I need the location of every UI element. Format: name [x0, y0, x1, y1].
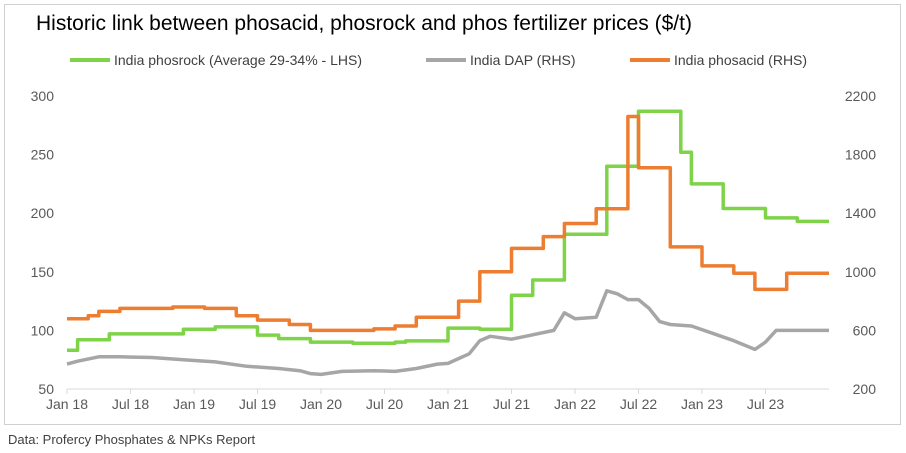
x-tick-label: Jan 20 — [300, 396, 342, 412]
chart-frame — [4, 4, 901, 425]
y-left-tick-label: 100 — [31, 322, 55, 338]
x-tick-label: Jul 19 — [239, 396, 277, 412]
legend-item-phosacid: India phosacid (RHS) — [630, 52, 807, 68]
legend-label-phosrock: India phosrock (Average 29-34% - LHS) — [114, 52, 362, 68]
legend-item-dap: India DAP (RHS) — [426, 52, 576, 68]
x-tick-label: Jan 21 — [427, 396, 469, 412]
y-left-tick-label: 150 — [31, 264, 55, 280]
legend-label-dap: India DAP (RHS) — [470, 52, 576, 68]
legend-swatch-dap — [426, 58, 466, 62]
x-tick-label: Jan 18 — [46, 396, 88, 412]
x-tick-label: Jul 18 — [112, 396, 150, 412]
x-tick-label: Jul 23 — [747, 396, 785, 412]
legend-swatch-phosrock — [70, 58, 110, 62]
series-line-dap — [66, 289, 829, 377]
tick-layer: 50 100 150 200 250 300 200 600 1000 1400 1800 2200 J… — [31, 88, 877, 412]
x-tick-label: Jul 21 — [493, 396, 531, 412]
x-tick-label: Jul 22 — [620, 396, 658, 412]
series-layer — [66, 109, 829, 377]
series-line-phosrock — [67, 109, 829, 353]
x-tick-label: Jan 19 — [173, 396, 215, 412]
x-tick-label: Jan 22 — [554, 396, 596, 412]
chart-title: Historic link between phosacid, phosrock… — [36, 12, 692, 35]
x-tick-label: Jan 23 — [681, 396, 723, 412]
legend-item-phosrock: India phosrock (Average 29-34% - LHS) — [70, 52, 362, 68]
legend-label-phosacid: India phosacid (RHS) — [674, 52, 808, 68]
y-right-tick-label: 600 — [853, 322, 877, 338]
y-left-tick-label: 50 — [38, 381, 54, 397]
axes — [66, 388, 829, 394]
y-left-tick-label: 200 — [31, 205, 55, 221]
y-right-tick-label: 1800 — [845, 147, 876, 163]
legend-swatch-phosacid — [630, 58, 670, 62]
y-left-tick-label: 300 — [31, 88, 55, 104]
y-left-tick-label: 250 — [31, 147, 55, 163]
y-right-tick-label: 2200 — [845, 88, 876, 104]
y-right-tick-label: 200 — [853, 381, 877, 397]
series-line-phosacid — [67, 114, 829, 333]
y-right-tick-label: 1000 — [845, 264, 876, 280]
source-note: Data: Profercy Phosphates & NPKs Report — [8, 432, 256, 447]
y-right-tick-label: 1400 — [845, 205, 876, 221]
x-tick-label: Jul 20 — [366, 396, 404, 412]
